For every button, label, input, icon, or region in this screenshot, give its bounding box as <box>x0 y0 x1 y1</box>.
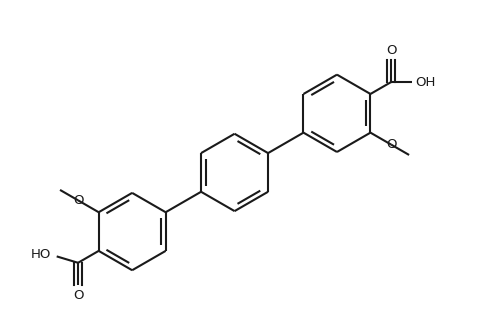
Text: O: O <box>386 138 396 151</box>
Text: OH: OH <box>415 76 435 88</box>
Text: O: O <box>386 44 396 57</box>
Text: HO: HO <box>30 248 51 261</box>
Text: O: O <box>73 194 83 207</box>
Text: O: O <box>73 289 83 302</box>
